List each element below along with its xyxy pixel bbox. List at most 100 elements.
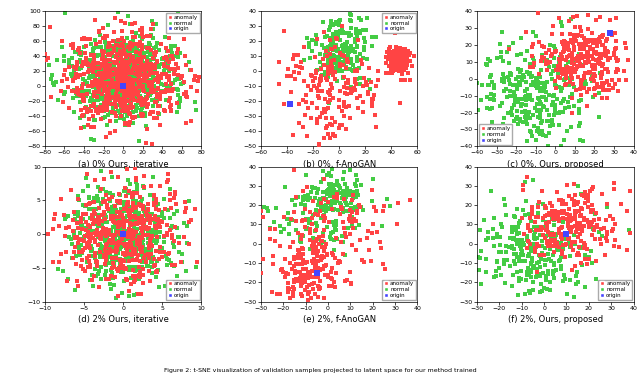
Point — [566, 60, 577, 66]
Point — [60, 216, 70, 222]
Point — [549, 63, 559, 69]
Point — [339, 196, 349, 202]
Point — [133, 238, 143, 244]
Point — [382, 49, 392, 55]
Point — [155, 182, 165, 188]
Point — [136, 52, 146, 58]
Point — [534, 96, 544, 102]
Point — [73, 241, 83, 247]
Point — [562, 230, 572, 236]
Point — [576, 77, 586, 83]
Point — [140, 110, 150, 116]
Point — [98, 199, 108, 205]
Point — [133, 94, 143, 100]
Point — [97, 81, 107, 87]
Point — [99, 107, 109, 113]
Point — [112, 93, 122, 100]
Point — [339, 230, 349, 236]
Point — [80, 50, 90, 56]
Point — [507, 283, 517, 289]
Point — [545, 238, 556, 244]
Point — [566, 75, 577, 81]
Point — [189, 77, 199, 83]
Point — [573, 107, 584, 113]
Point — [598, 52, 609, 58]
Point — [142, 33, 152, 39]
Point — [509, 224, 519, 230]
Point — [345, 188, 355, 194]
Point — [568, 81, 578, 87]
Point — [132, 246, 142, 252]
Point — [346, 200, 356, 206]
Point — [332, 270, 342, 276]
Point — [118, 57, 129, 63]
Point — [585, 44, 595, 51]
Point — [488, 235, 498, 241]
Point — [579, 223, 589, 229]
Point — [547, 237, 557, 243]
Point — [141, 224, 151, 230]
Point — [127, 79, 138, 85]
Point — [300, 206, 310, 212]
Point — [146, 243, 156, 249]
Point — [552, 239, 563, 245]
Point — [307, 243, 317, 249]
Point — [81, 202, 91, 208]
Point — [107, 255, 117, 261]
Point — [357, 257, 367, 264]
Point — [347, 48, 357, 54]
Point — [505, 89, 515, 95]
Point — [112, 97, 122, 103]
Point — [124, 264, 134, 270]
Point — [105, 79, 115, 85]
Point — [547, 117, 557, 123]
Point — [147, 264, 157, 270]
Point — [550, 243, 560, 249]
Point — [163, 86, 173, 92]
Point — [90, 117, 100, 123]
Point — [105, 198, 115, 204]
Point — [99, 84, 109, 90]
Point — [109, 60, 119, 66]
Point — [141, 140, 151, 146]
Point — [102, 67, 112, 74]
Point — [312, 236, 322, 242]
Point — [385, 44, 395, 50]
Point — [305, 237, 316, 243]
Point — [579, 35, 589, 41]
Point — [137, 264, 147, 270]
Point — [84, 88, 94, 94]
Point — [118, 64, 129, 70]
Point — [294, 120, 304, 126]
Point — [566, 37, 576, 43]
Point — [132, 215, 142, 221]
Point — [120, 83, 131, 89]
Point — [598, 51, 608, 57]
Point — [83, 61, 93, 67]
Point — [597, 233, 607, 239]
Point — [128, 192, 138, 198]
Point — [93, 84, 103, 90]
Point — [136, 59, 147, 65]
Point — [601, 235, 611, 241]
Point — [91, 217, 101, 223]
Point — [76, 263, 86, 269]
Point — [132, 238, 142, 244]
Point — [155, 224, 165, 230]
Point — [110, 215, 120, 221]
Point — [317, 213, 328, 219]
Point — [90, 81, 100, 87]
Point — [45, 76, 56, 82]
Point — [162, 179, 172, 185]
Point — [269, 219, 279, 225]
Point — [359, 47, 369, 53]
Point — [130, 231, 140, 237]
Point — [125, 239, 135, 245]
Point — [300, 279, 310, 285]
Point — [167, 66, 177, 72]
Point — [97, 244, 107, 250]
Point — [609, 186, 619, 192]
Point — [134, 98, 145, 104]
Point — [291, 276, 301, 282]
Point — [72, 62, 83, 68]
